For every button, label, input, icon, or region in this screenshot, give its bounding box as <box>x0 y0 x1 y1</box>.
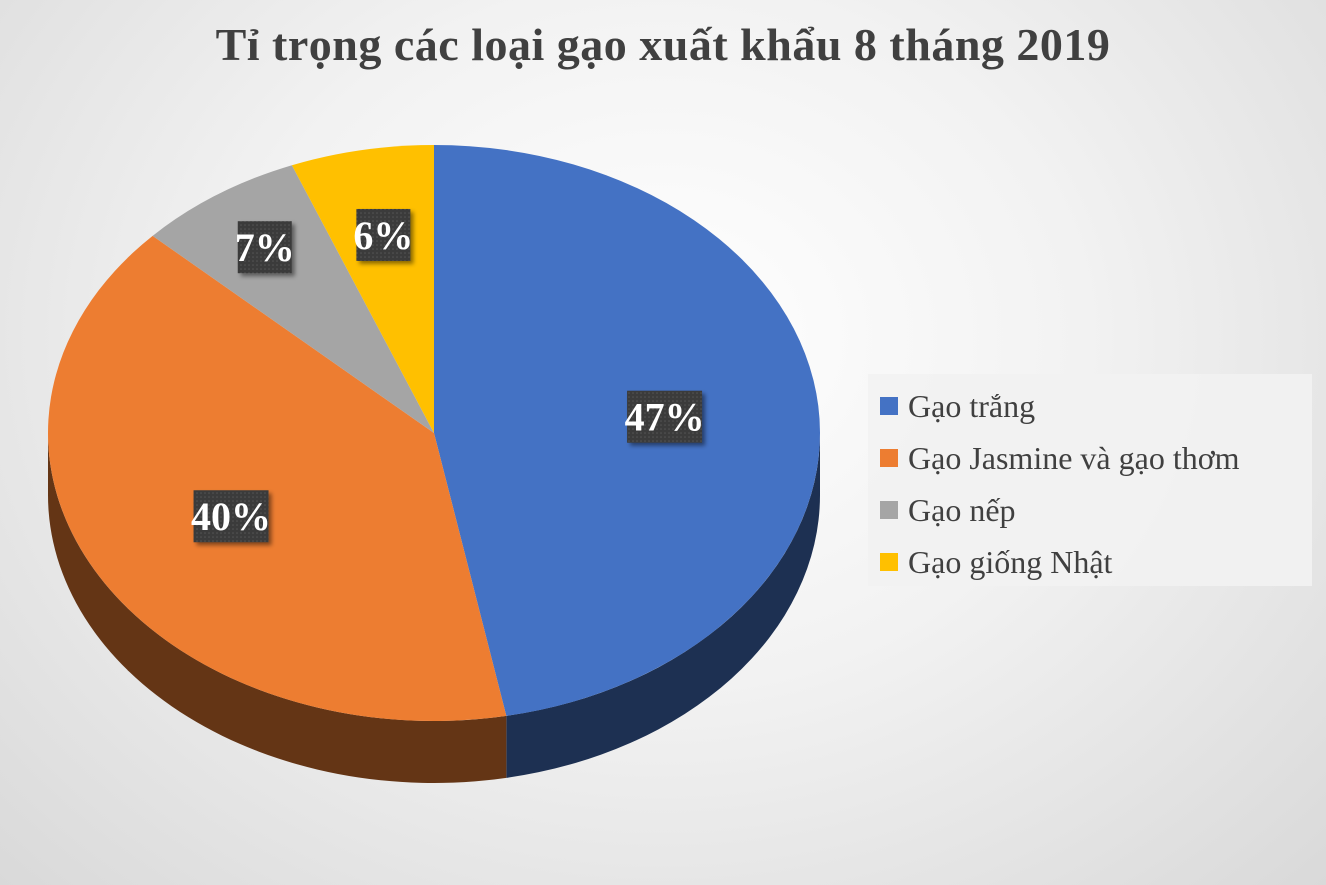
data-label: 40% <box>191 490 271 543</box>
data-label: 6% <box>353 208 413 261</box>
legend-swatch <box>880 553 898 571</box>
data-label-text: 47% <box>625 395 705 440</box>
legend-item: Gạo trắng <box>880 380 1312 432</box>
pie-slice <box>434 145 821 716</box>
pie-labels: 47% 40% 7% 6% <box>191 208 705 543</box>
data-label: 7% <box>235 221 295 274</box>
legend-label: Gạo trắng <box>908 387 1036 424</box>
pie-tops <box>47 145 821 721</box>
pie-sides <box>48 433 820 783</box>
data-label-box <box>237 221 292 274</box>
pie-slice <box>152 165 434 433</box>
data-label-box <box>356 208 411 261</box>
legend-item: Gạo Jasmine và gạo thơm <box>880 432 1312 484</box>
legend-label: Gạo Jasmine và gạo thơm <box>908 439 1240 476</box>
pie-slice-side <box>506 433 820 778</box>
data-label-text: 7% <box>235 225 295 270</box>
legend-swatch <box>880 501 898 519</box>
legend-item: Gạo giống Nhật <box>880 536 1312 588</box>
pie-slice <box>47 235 507 721</box>
data-label-box <box>193 490 269 543</box>
chart-title: Tỉ trọng các loại gạo xuất khẩu 8 tháng … <box>215 19 1111 70</box>
legend-swatch <box>880 397 898 415</box>
data-label-box <box>627 390 703 443</box>
legend-label: Gạo nếp <box>908 491 1016 528</box>
legend-swatch <box>880 449 898 467</box>
legend-item: Gạo nếp <box>880 484 1312 536</box>
pie-slice-side <box>48 433 507 783</box>
data-label-text: 6% <box>353 213 413 258</box>
data-label: 47% <box>625 390 705 443</box>
legend: Gạo trắng Gạo Jasmine và gạo thơm Gạo nế… <box>868 374 1312 586</box>
data-label-text: 40% <box>191 494 271 539</box>
legend-label: Gạo giống Nhật <box>908 543 1113 580</box>
